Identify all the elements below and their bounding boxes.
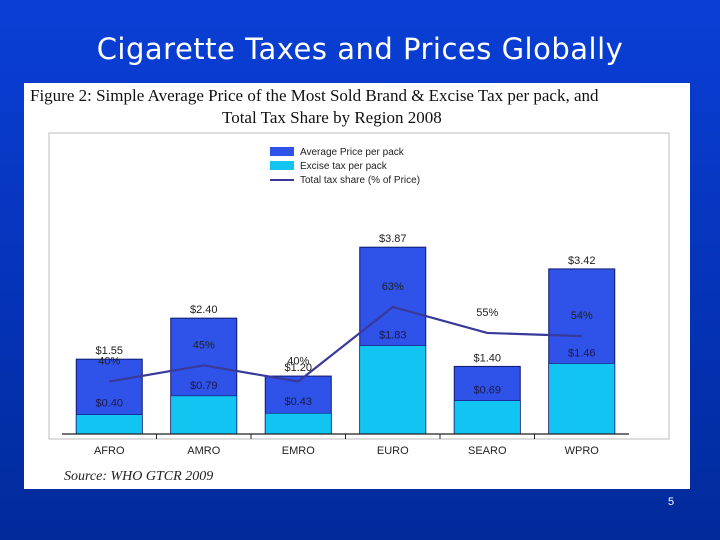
tax-share-label-amro: 45% [193, 339, 215, 351]
legend-swatch-price [270, 147, 294, 156]
tax-share-line-layer [109, 305, 582, 383]
tax-share-label-afro: 40% [98, 356, 120, 368]
excise-bar-searo [453, 400, 521, 435]
excise-label-searo: $0.69 [473, 385, 501, 397]
tax-share-line [109, 305, 582, 383]
excise-bar-amro [170, 395, 238, 435]
excise-label-amro: $0.79 [190, 380, 218, 392]
price-label-searo: $1.40 [473, 352, 501, 364]
legend-label-price: Average Price per pack [300, 147, 405, 158]
chart-frame [48, 132, 670, 440]
figure-source: Source: WHO GTCR 2009 [64, 469, 214, 484]
tax-share-label-emro: 40% [287, 356, 309, 368]
data-labels-layer: $1.55 $0.40 40% $2.40 $0.79 45% $1.20 $0.43 40% $… [95, 233, 595, 409]
excise-label-emro: $0.43 [284, 396, 312, 408]
excise-label-euro: $1.83 [379, 330, 407, 342]
excise-bar-emro [264, 412, 332, 435]
slide-title: Cigarette Taxes and Prices Globally [96, 32, 624, 66]
excise-label-afro: $0.40 [95, 398, 123, 410]
legend: Average Price per pack Excise tax per pa… [270, 147, 420, 186]
tax-share-label-wpro: 54% [571, 310, 593, 322]
legend-label-excise: Excise tax per pack [300, 161, 388, 172]
tax-share-label-searo: 55% [476, 307, 498, 319]
tax-share-label-euro: 63% [382, 281, 404, 293]
x-tick-label-emro: EMRO [282, 445, 315, 457]
legend-swatch-excise [270, 161, 294, 170]
x-axis-ticks: AFRO AMRO EMRO EURO SEARO WPRO [94, 434, 599, 457]
excise-label-wpro: $1.46 [568, 348, 596, 360]
figure-title-line-2: Total Tax Share by Region 2008 [222, 108, 442, 127]
excise-bar-wpro [548, 363, 616, 435]
x-tick-label-afro: AFRO [94, 445, 125, 457]
price-label-emro: $1.20 [284, 362, 312, 374]
price-label-wpro: $3.42 [568, 255, 596, 267]
x-tick-label-searo: SEARO [468, 445, 507, 457]
chart: Average Price per pack Excise tax per pa… [48, 132, 670, 457]
excise-bar-afro [75, 414, 143, 435]
slide-number: 5 [668, 496, 675, 508]
figure-title-line-1: Figure 2: Simple Average Price of the Mo… [30, 86, 599, 105]
price-label-afro: $1.55 [95, 345, 123, 357]
x-tick-label-wpro: WPRO [565, 445, 600, 457]
price-label-euro: $3.87 [379, 233, 407, 245]
price-label-amro: $2.40 [190, 304, 218, 316]
excise-bar-euro [359, 345, 427, 435]
bars-layer [75, 246, 616, 435]
x-tick-label-amro: AMRO [187, 445, 220, 457]
legend-label-share: Total tax share (% of Price) [300, 175, 420, 186]
x-tick-label-euro: EURO [377, 445, 409, 457]
